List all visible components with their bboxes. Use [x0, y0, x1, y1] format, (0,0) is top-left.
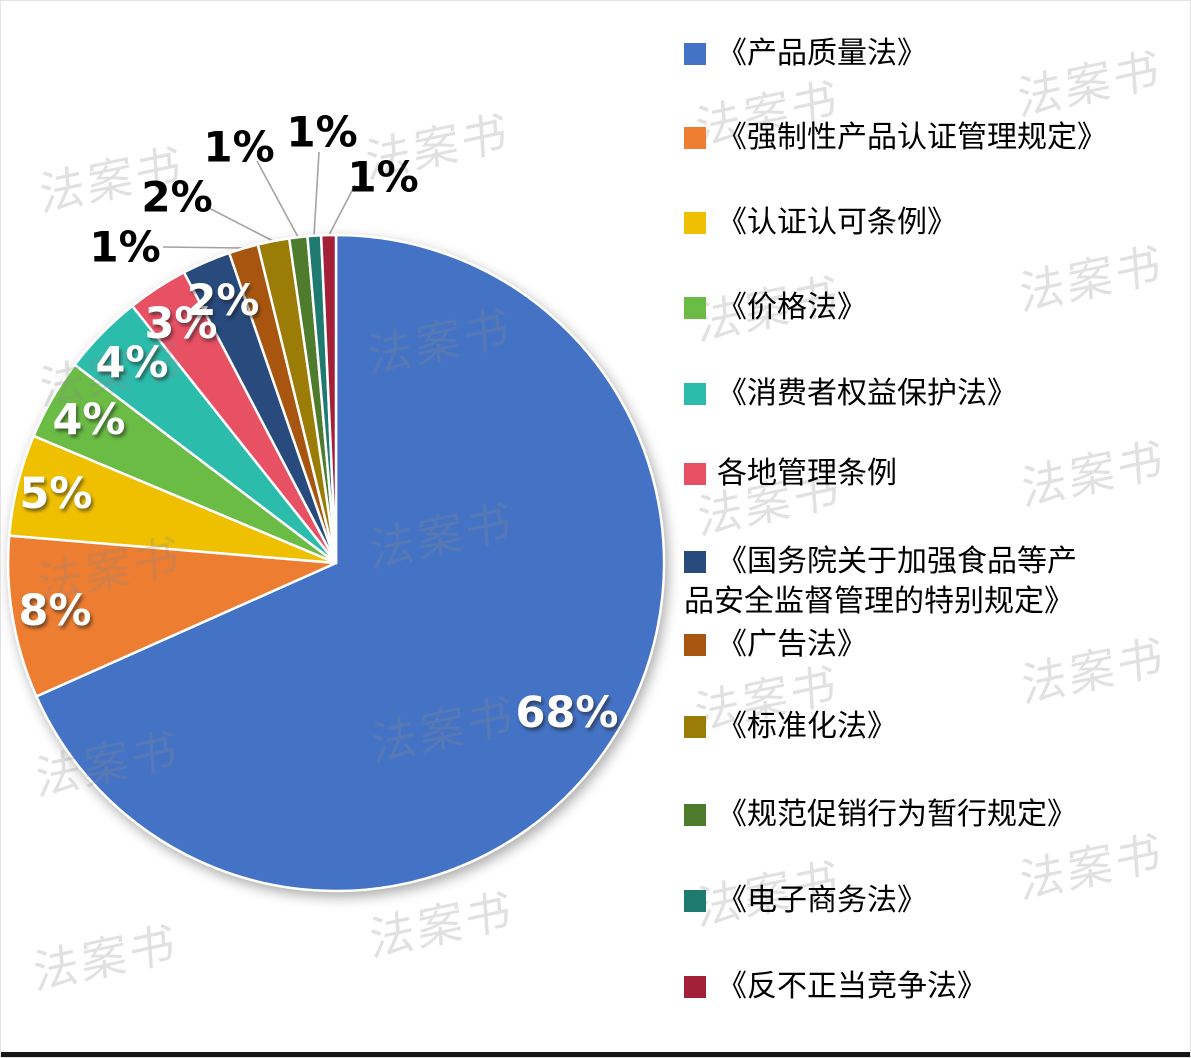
pie-label-inside-5: 3%: [144, 299, 218, 349]
legend-swatch-icon: [684, 551, 706, 573]
legend-label: 《价格法》: [717, 290, 867, 325]
pie-label-outside-8: 2%: [141, 172, 213, 222]
pie-label-inside-6: 2%: [186, 276, 260, 326]
legend-swatch-icon: [684, 890, 706, 912]
legend-label: 《广告法》: [717, 627, 867, 662]
legend-label: 《消费者权益保护法》: [717, 376, 1017, 411]
legend-item-2: 《认证认可条例》: [684, 203, 957, 243]
legend-item-5: 各地管理条例: [684, 454, 897, 494]
pie-label-inside-4: 4%: [95, 338, 169, 388]
legend-item-11: 《反不正当竞争法》: [684, 967, 987, 1007]
legend-swatch-icon: [684, 127, 706, 149]
legend-swatch-icon: [684, 463, 706, 485]
legend-item-8: 《标准化法》: [684, 707, 897, 747]
legend-item-0: 《产品质量法》: [684, 34, 927, 74]
pie-label-outside-11: 1%: [347, 152, 419, 202]
leader-line-10: [313, 151, 320, 237]
legend-swatch-icon: [684, 976, 706, 998]
legend-swatch-icon: [684, 212, 706, 234]
legend-item-4: 《消费者权益保护法》: [684, 374, 1017, 414]
pie-label-outside-10: 1%: [286, 107, 358, 157]
legend-item-3: 《价格法》: [684, 288, 867, 328]
pie-slices-group: [6, 233, 666, 893]
pie-label-outside-9: 1%: [203, 122, 275, 172]
leader-line-11: [328, 184, 356, 236]
leader-line-9: [256, 160, 299, 238]
pie-label-inside-0: 68%: [515, 688, 619, 738]
legend-item-1: 《强制性产品认证管理规定》: [684, 118, 1107, 158]
legend-swatch-icon: [684, 716, 706, 738]
legend-label: 《产品质量法》: [717, 36, 927, 71]
pie-label-inside-3: 4%: [52, 395, 126, 445]
legend-label: 《国务院关于加强食品等产 品安全监督管理的特别规定》: [684, 544, 1077, 619]
legend-label: 《认证认可条例》: [717, 205, 957, 240]
legend-label: 《标准化法》: [717, 709, 897, 744]
leader-lines: [162, 151, 356, 249]
legend-label: 《规范促销行为暂行规定》: [717, 797, 1077, 832]
legend-item-6: 《国务院关于加强食品等产 品安全监督管理的特别规定》: [684, 542, 1077, 622]
legend-label: 《强制性产品认证管理规定》: [717, 120, 1107, 155]
pie-slice-11: [319, 233, 338, 565]
pie-label-inside-1: 8%: [18, 586, 92, 636]
leader-line-8: [206, 206, 274, 242]
legend-swatch-icon: [684, 383, 706, 405]
pie-slice-1: [6, 534, 338, 698]
legend-swatch-icon: [684, 804, 706, 826]
pie-label-outside-7: 1%: [89, 222, 161, 272]
pie-label-inside-2: 5%: [19, 469, 93, 519]
legend-swatch-icon: [684, 43, 706, 65]
leader-line-7: [162, 246, 245, 249]
legend-item-7: 《广告法》: [684, 625, 867, 665]
legend-label: 《电子商务法》: [717, 883, 927, 918]
legend-item-10: 《电子商务法》: [684, 881, 927, 921]
legend-label: 各地管理条例: [717, 456, 897, 491]
legend-item-9: 《规范促销行为暂行规定》: [684, 795, 1077, 835]
legend-swatch-icon: [684, 297, 706, 319]
legend-label: 《反不正当竞争法》: [717, 969, 987, 1004]
legend-swatch-icon: [684, 634, 706, 656]
bottom-edge-bar: [1, 1052, 1190, 1057]
pie-slice-0: [35, 233, 666, 893]
